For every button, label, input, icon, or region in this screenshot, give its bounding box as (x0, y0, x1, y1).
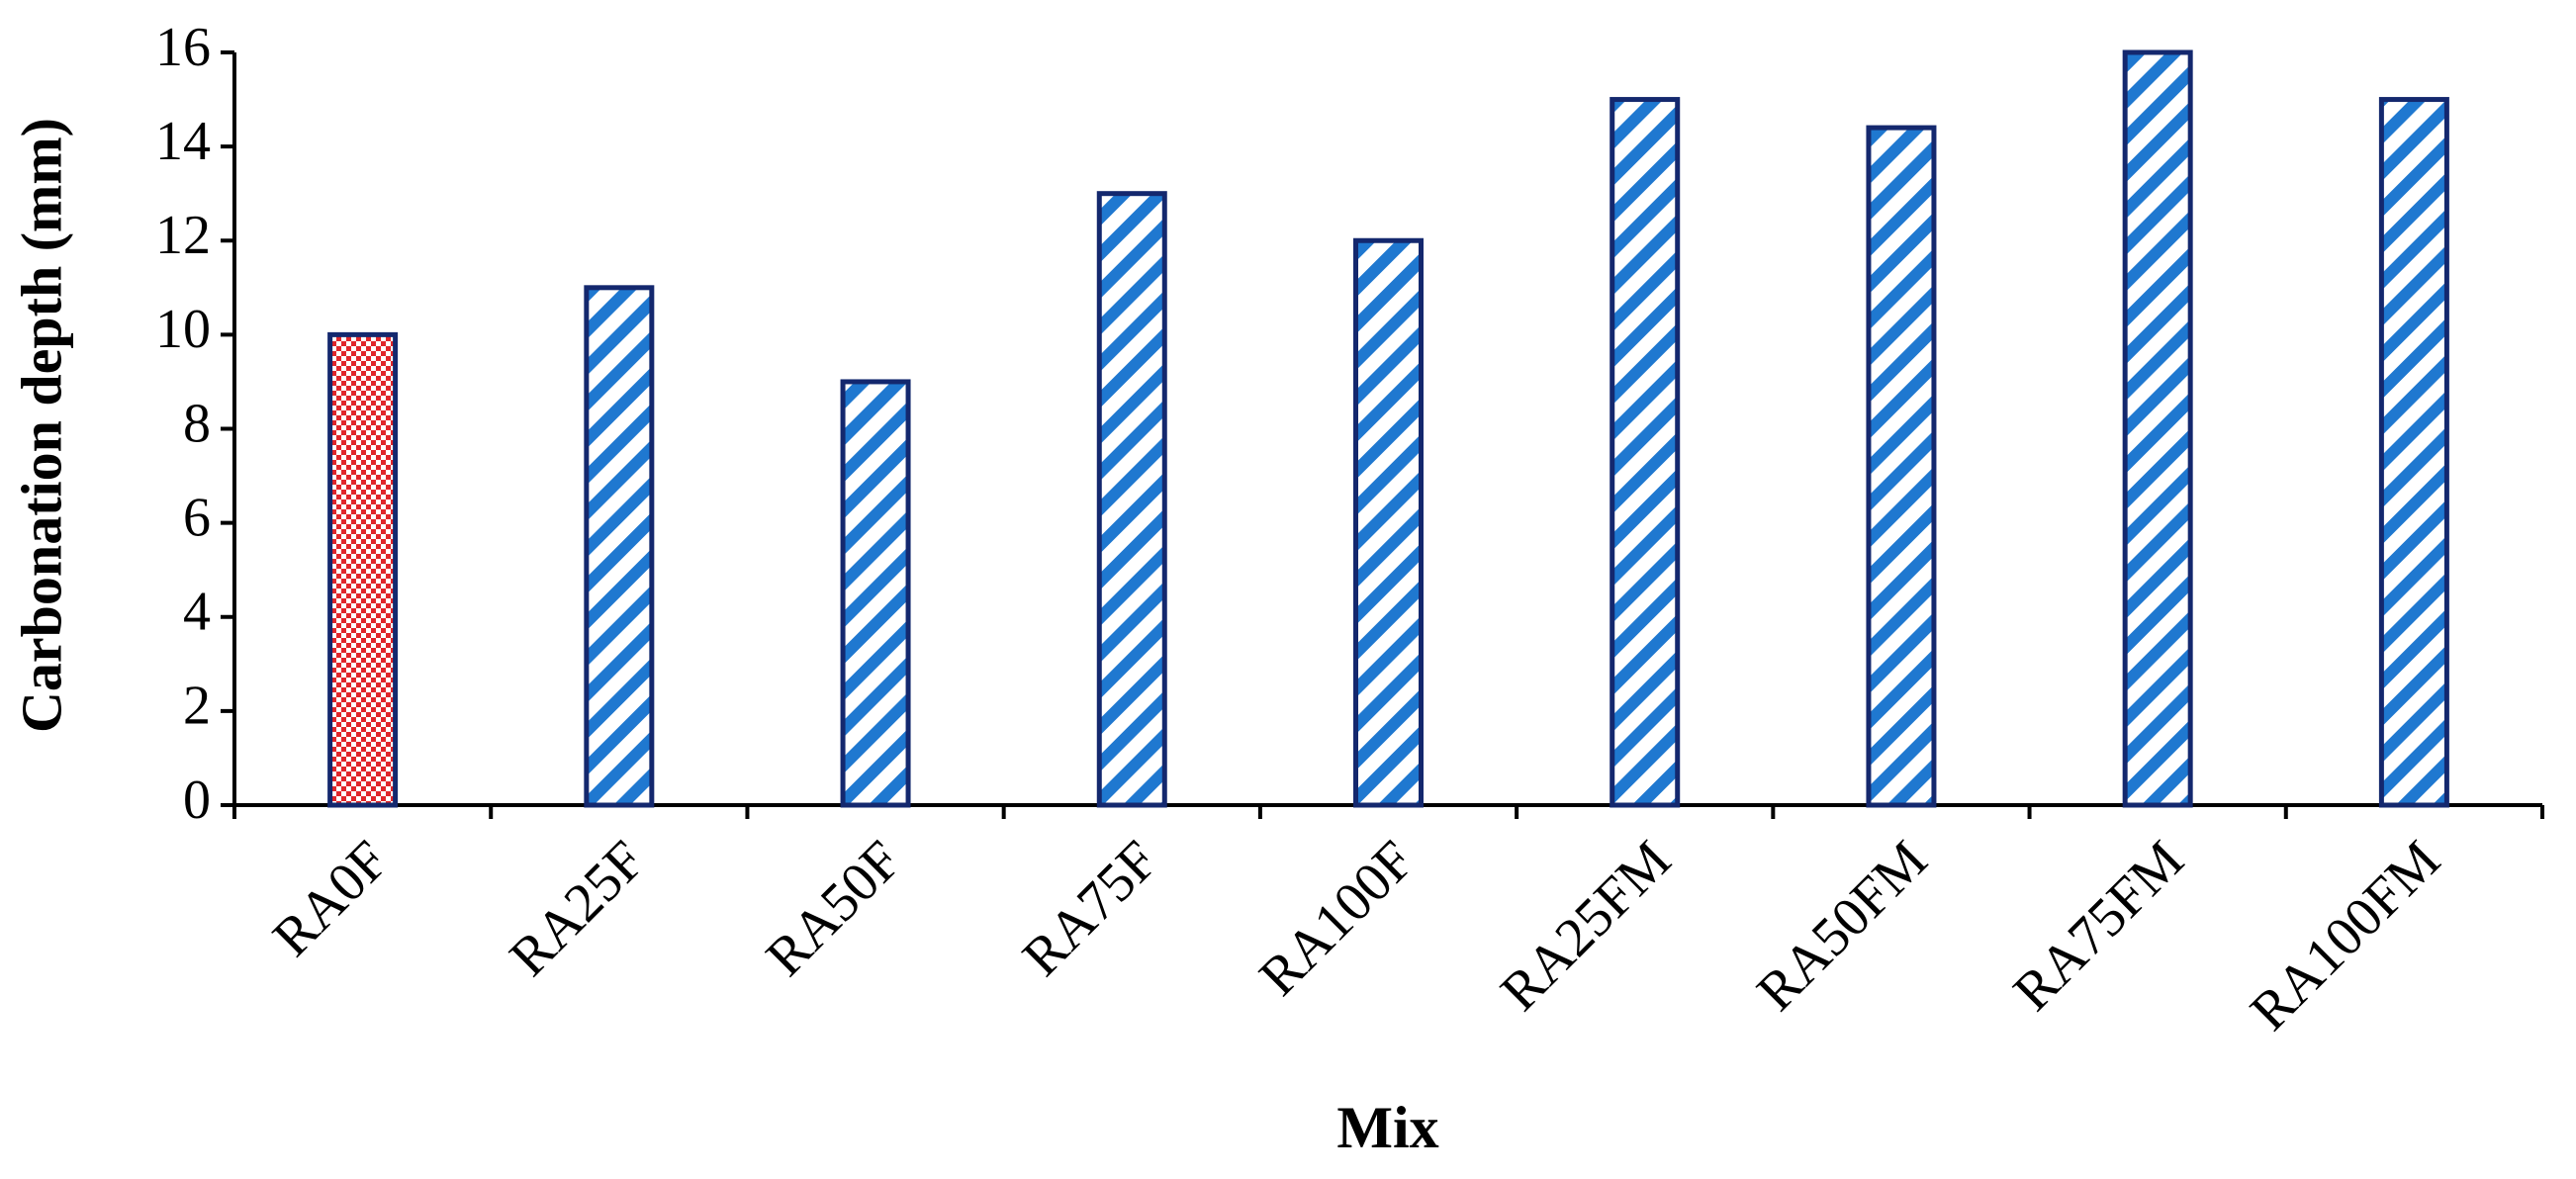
bar (1866, 125, 1937, 808)
bar (327, 331, 399, 808)
bar (2122, 49, 2193, 808)
bar (2378, 97, 2449, 808)
x-tick-label: RA50F (755, 829, 913, 987)
x-tick-label: RA0F (261, 829, 401, 968)
bar (1353, 237, 1424, 808)
y-tick-label: 16 (155, 17, 211, 78)
y-tick-label: 4 (183, 582, 211, 643)
bar (1610, 97, 1681, 808)
x-tick-label: RA75F (1011, 829, 1169, 987)
y-tick-label: 12 (155, 205, 211, 266)
bar (1096, 191, 1167, 808)
y-tick-label: 0 (183, 770, 211, 831)
y-tick-label: 6 (183, 487, 211, 548)
x-axis-label: Mix (1336, 1095, 1438, 1160)
bar (840, 379, 911, 808)
y-tick-label: 10 (155, 299, 211, 360)
y-tick-label: 8 (183, 393, 211, 454)
x-tick-label: RA25FM (1489, 829, 1683, 1023)
x-tick-label: RA25F (499, 829, 657, 987)
x-tick-label: RA75FM (2002, 829, 2196, 1023)
y-axis-label: Carbonation depth (mm) (9, 118, 73, 733)
x-tick-label: RA100FM (2239, 829, 2451, 1042)
x-tick-label: RA50FM (1746, 829, 1940, 1023)
bar (584, 285, 655, 808)
y-tick-label: 2 (183, 676, 211, 737)
y-tick-label: 14 (155, 111, 211, 172)
x-tick-label: RA100F (1248, 829, 1426, 1007)
